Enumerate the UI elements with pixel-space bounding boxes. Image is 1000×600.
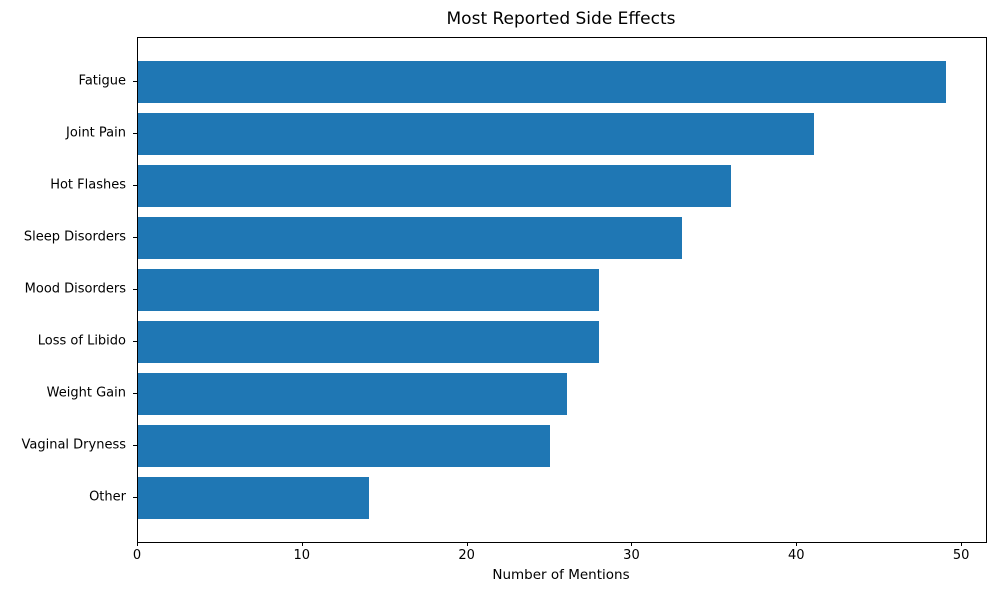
- x-tick-mark: [631, 542, 633, 546]
- bar-joint-pain: [138, 112, 814, 155]
- y-tick-label-vaginal-dryness: Vaginal Dryness: [21, 437, 127, 453]
- x-tick-mark: [796, 542, 798, 546]
- x-axis-label: Number of Mentions: [492, 567, 630, 583]
- y-tick-mark: [133, 393, 137, 395]
- bar-fatigue: [138, 60, 946, 103]
- y-tick-label-sleep-disorders: Sleep Disorders: [23, 229, 126, 245]
- x-tick-mark: [137, 542, 138, 546]
- bar-vaginal-dryness: [138, 425, 551, 467]
- y-tick-label-hot-flashes: Hot Flashes: [50, 177, 126, 193]
- y-tick-label-weight-gain: Weight Gain: [46, 385, 126, 401]
- y-tick-mark: [133, 341, 137, 343]
- y-tick-label-joint-pain: Joint Pain: [66, 125, 126, 141]
- bar-loss-of-libido: [138, 321, 600, 363]
- x-tick-mark: [961, 542, 963, 546]
- x-tick-label-20: 20: [458, 548, 475, 563]
- x-tick-label-30: 30: [623, 548, 640, 563]
- chart-title: Most Reported Side Effects: [446, 9, 676, 29]
- bar-weight-gain: [138, 373, 567, 415]
- x-tick-label-40: 40: [787, 548, 805, 563]
- y-tick-label-mood-disorders: Mood Disorders: [24, 281, 126, 297]
- x-tick-label-0: 0: [132, 548, 142, 563]
- x-tick-mark: [466, 542, 468, 546]
- bar-hot-flashes: [138, 165, 732, 207]
- y-tick-mark: [133, 289, 137, 290]
- y-tick-mark: [133, 80, 137, 82]
- y-tick-mark: [133, 445, 137, 447]
- y-tick-mark: [133, 132, 137, 134]
- bar-mood-disorders: [138, 269, 600, 311]
- x-tick-label-50: 50: [952, 548, 970, 563]
- y-tick-label-fatigue: Fatigue: [78, 73, 126, 89]
- plot-area: [137, 37, 987, 543]
- y-tick-mark: [133, 184, 137, 186]
- y-tick-label-loss-of-libido: Loss of Libido: [37, 333, 126, 349]
- x-tick-label-10: 10: [293, 548, 311, 563]
- y-tick-label-other: Other: [89, 489, 126, 505]
- y-tick-mark: [133, 236, 137, 238]
- y-tick-mark: [133, 497, 137, 499]
- bar-sleep-disorders: [138, 217, 682, 259]
- bar-other: [138, 477, 369, 520]
- x-tick-mark: [301, 542, 303, 546]
